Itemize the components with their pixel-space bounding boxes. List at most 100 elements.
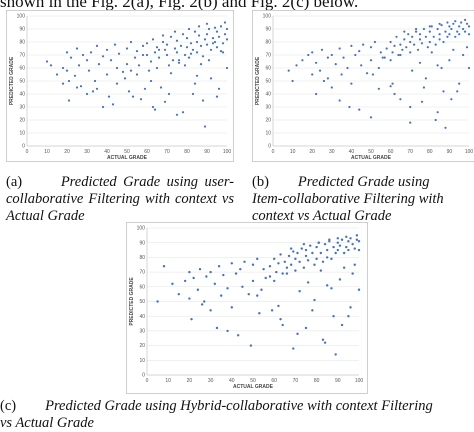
data-point <box>101 105 105 109</box>
data-point <box>211 37 215 40</box>
data-point <box>97 63 101 66</box>
data-point <box>221 51 225 54</box>
data-point <box>369 116 373 119</box>
data-point <box>67 79 71 83</box>
x-tick-label: 0 <box>272 149 275 155</box>
x-tick-label: 50 <box>124 149 130 155</box>
data-point <box>173 47 177 50</box>
x-tick-label: 20 <box>187 378 193 384</box>
data-point <box>195 51 199 54</box>
data-point <box>279 253 282 256</box>
data-point <box>434 43 437 46</box>
data-point <box>281 323 284 327</box>
data-point <box>283 260 286 264</box>
data-point <box>330 287 333 290</box>
data-point <box>411 69 414 72</box>
data-point <box>315 257 318 261</box>
data-point <box>167 64 171 67</box>
data-point <box>313 263 316 266</box>
data-point <box>409 40 412 44</box>
caption-c-line1: Predicted Grade using Hybrid-collaborati… <box>45 398 433 414</box>
y-tick-label: 90 <box>19 27 25 33</box>
data-point <box>279 317 282 321</box>
data-point <box>311 309 314 312</box>
data-point <box>225 66 229 70</box>
data-point <box>220 294 223 297</box>
data-point <box>236 334 240 337</box>
data-point <box>416 48 420 51</box>
data-point <box>179 44 183 48</box>
data-point <box>430 25 433 28</box>
data-point <box>348 105 351 109</box>
data-point <box>201 55 205 58</box>
data-point <box>217 265 221 268</box>
data-point <box>393 92 396 96</box>
y-tick-label: 50 <box>265 79 271 85</box>
data-point <box>183 279 187 283</box>
scatter-chart-c: 0 10 20 30 40 50 60 70 80 90 100 0 10 20 30 40 50 60 70 80 9… <box>129 226 363 390</box>
data-point <box>191 48 195 51</box>
data-point <box>117 52 121 55</box>
data-point <box>67 99 71 102</box>
x-tick-label: 10 <box>44 149 50 155</box>
data-point <box>428 40 431 44</box>
x-tick-label: 40 <box>229 378 235 384</box>
data-point <box>87 69 91 72</box>
x-tick-label: 10 <box>165 378 171 384</box>
data-point <box>195 74 199 77</box>
data-point <box>456 90 459 93</box>
data-point <box>165 53 169 57</box>
data-point <box>147 69 151 72</box>
data-point <box>424 35 427 38</box>
data-point <box>319 269 323 272</box>
data-point <box>463 30 467 33</box>
data-point <box>357 248 361 252</box>
data-point <box>355 238 359 241</box>
data-point <box>389 40 392 44</box>
data-point <box>167 92 171 96</box>
y-axis-label: PREDICTED GRADE <box>255 56 261 105</box>
scatter-chart-b: 0 10 20 30 40 50 60 70 80 90 100 0 10 20 30 40 50 60 70 80 9… <box>255 14 473 161</box>
data-point <box>256 257 259 261</box>
caption-b: (b) Predicted Grade using Item-collabora… <box>252 174 474 225</box>
data-point <box>442 40 445 44</box>
data-point <box>189 52 193 55</box>
data-point <box>190 317 193 321</box>
data-point <box>313 298 316 302</box>
data-point <box>306 281 310 284</box>
data-point <box>205 33 209 36</box>
x-axis-label: ACTUAL GRADE <box>351 155 392 161</box>
data-point <box>219 50 223 53</box>
data-point <box>319 251 323 255</box>
data-point <box>342 266 346 269</box>
data-point <box>391 82 394 85</box>
data-point <box>187 27 191 31</box>
data-point <box>163 48 167 51</box>
caption-b-line3: context vs Actual Grade <box>252 208 392 224</box>
data-point <box>155 66 159 70</box>
data-point <box>401 48 404 51</box>
data-point <box>403 30 406 33</box>
data-point <box>422 86 426 89</box>
data-point <box>296 251 299 255</box>
data-point <box>177 292 180 296</box>
data-point <box>442 90 445 93</box>
data-point <box>462 27 465 31</box>
data-point <box>151 38 155 41</box>
data-point <box>326 56 329 59</box>
data-point <box>365 72 369 75</box>
data-point <box>306 259 310 262</box>
data-point <box>270 309 274 312</box>
data-point <box>107 95 111 98</box>
y-tick-label: 70 <box>19 53 25 59</box>
y-tick-label: 70 <box>265 53 271 59</box>
x-tick-label: 60 <box>144 149 150 155</box>
data-point <box>149 60 153 63</box>
data-point <box>73 74 77 77</box>
y-tick-label: 50 <box>19 79 25 85</box>
data-point <box>113 43 117 46</box>
data-point <box>281 272 284 275</box>
data-point <box>171 282 174 286</box>
data-point <box>277 304 280 308</box>
data-point <box>317 241 320 244</box>
